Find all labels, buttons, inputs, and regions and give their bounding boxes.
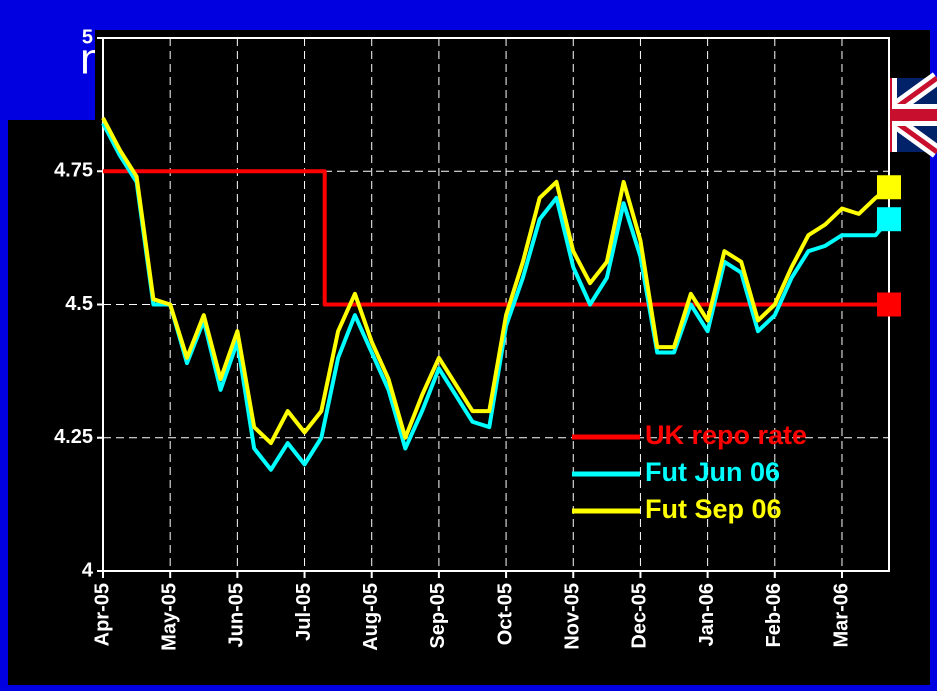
x-tick-label: Sep-05 [427,583,449,649]
y-tick-label: 4.75 [54,160,93,182]
x-tick-label: Feb-06 [763,583,785,647]
x-tick-label: Dec-05 [629,583,651,649]
y-tick-label: 4.5 [65,293,93,315]
legend-label: Fut Sep 06 [645,494,782,524]
x-tick-label: May-05 [158,583,180,651]
legend-label: UK repo rate [645,420,807,450]
y-tick-label: 4.25 [54,426,93,448]
x-tick-label: Jan-06 [696,583,718,646]
y-tick-label: 5 [82,26,93,48]
x-tick-label: Nov-05 [562,583,584,650]
y-tick-label: 4 [82,559,94,581]
end-marker [877,175,901,200]
plot: 4 4.25 4.5 4.75 5 Apr-05 May-05 Jun-05 Jul-05 Aug… [54,26,901,651]
x-tick-label: Oct-05 [494,583,516,645]
end-marker [877,207,901,232]
end-marker [877,292,901,317]
x-tick-label: Apr-05 [91,583,113,646]
x-tick-label: Jul-05 [293,583,315,641]
x-tick-label: Mar-06 [830,583,852,647]
legend-label: Fut Jun 06 [645,457,780,487]
series-line [101,117,891,446]
x-tick-label: Aug-05 [360,583,382,651]
series-line [103,169,889,307]
series-line [101,122,891,472]
x-tick-label: Jun-05 [226,583,248,647]
